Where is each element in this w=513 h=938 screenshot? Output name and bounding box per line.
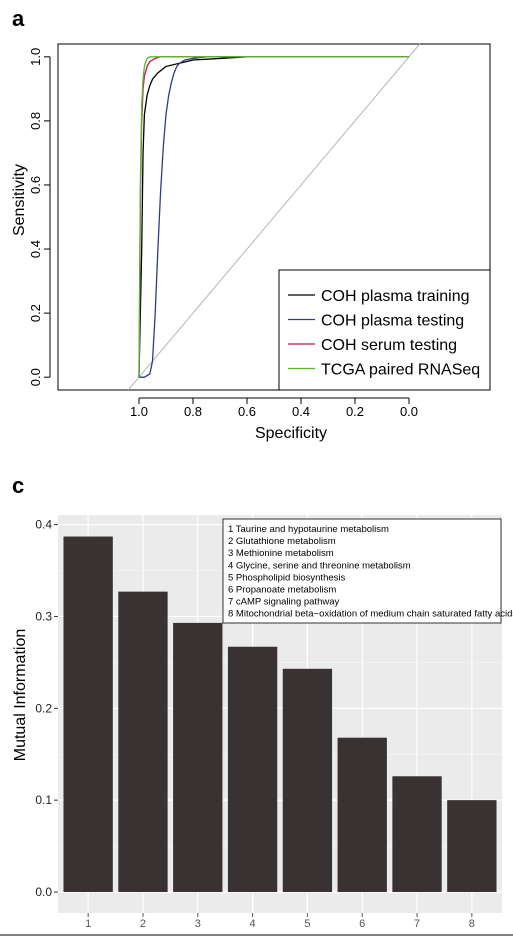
bar-y-tick-label: 0.3 [35, 609, 52, 623]
bar-2 [118, 591, 168, 892]
bar-legend-box [222, 518, 502, 624]
bar-legend-entry: 3 Methionine metabolism [228, 548, 334, 559]
bar-x-tick-label: 4 [250, 918, 256, 930]
bar-3 [173, 622, 223, 892]
roc-legend-label: COH serum testing [321, 337, 457, 354]
roc-legend-label: TCGA paired RNASeq [321, 362, 480, 379]
roc-y-tick-label: 0.0 [28, 368, 43, 386]
bar-legend-entry: 7 cAMP signaling pathway [228, 597, 339, 608]
roc-series-line-4 [138, 56, 409, 378]
bar-y-tick-label: 0.1 [35, 793, 52, 807]
roc-legend: COH plasma training COH plasma testing COH… [278, 269, 491, 391]
roc-x-axis-title: Specificity [255, 425, 327, 442]
roc-y-tick-label: 0.2 [28, 304, 43, 322]
bar-y-tick-label: 0.2 [35, 701, 52, 715]
bar-legend-entry: 8 Mitochondrial beta−oxidation of medium… [228, 609, 513, 620]
bar-y-axis-title: Mutual Information [12, 629, 29, 762]
roc-legend-label: COH plasma testing [321, 313, 464, 330]
bar-8 [447, 800, 497, 892]
roc-y-tick-label: 1.0 [28, 48, 43, 66]
roc-legend-box [278, 269, 491, 391]
bar-x-tick-label: 8 [469, 918, 475, 930]
panel-c-letter: c [12, 473, 24, 498]
roc-chart: 1.0 0.8 0.6 0.4 0.2 0.0 0.0 0.2 0.4 0.6 0.8 1.0 Spe… [11, 43, 491, 442]
roc-x-tick-label: 0.6 [238, 404, 256, 419]
bar-y-tick-label: 0.0 [35, 885, 52, 899]
bar-legend-entry: 2 Glutathione metabolism [228, 536, 336, 547]
bar-x-tick-label: 5 [304, 918, 310, 930]
bar-1 [63, 536, 113, 892]
bar-x-tick-label: 7 [414, 918, 420, 930]
roc-reference-diagonal [127, 43, 421, 391]
roc-x-tick-label: 0.0 [400, 404, 418, 419]
roc-y-tick-label: 0.8 [28, 112, 43, 130]
bar-x-tick-label: 3 [195, 918, 201, 930]
bar-x-tick-label: 6 [359, 918, 365, 930]
bar-legend-entry: 1 Taurine and hypotaurine metabolism [228, 524, 389, 535]
bar-x-tick-label: 2 [140, 918, 146, 930]
bar-chart: 0.0 0.1 0.2 0.3 0.4 1 2 3 4 5 6 7 8 Mutual Informati… [12, 515, 513, 930]
bar-6 [337, 737, 387, 892]
bar-legend-entry: 4 Glycine, serine and threonine metaboli… [228, 560, 411, 571]
roc-y-tick-label: 0.4 [28, 240, 43, 258]
roc-x-tick-label: 0.4 [292, 404, 310, 419]
roc-x-tick-label: 0.2 [346, 404, 364, 419]
roc-legend-label: COH plasma training [321, 288, 470, 305]
bar-4 [227, 646, 278, 892]
bar-7 [392, 776, 442, 892]
bar-5 [282, 668, 333, 892]
bar-y-tick-label: 0.4 [35, 518, 52, 532]
roc-x-tick-label: 0.8 [184, 404, 202, 419]
bar-legend-entry: 5 Phospholipid biosynthesis [228, 572, 345, 583]
roc-y-axis-title: Sensitivity [11, 164, 28, 236]
roc-y-tick-label: 0.6 [28, 176, 43, 194]
bar-x-tick-label: 1 [85, 918, 91, 930]
roc-x-tick-label: 1.0 [130, 404, 148, 419]
panel-a-letter: a [12, 6, 25, 31]
bar-legend-entry: 6 Propanoate metabolism [228, 585, 336, 596]
